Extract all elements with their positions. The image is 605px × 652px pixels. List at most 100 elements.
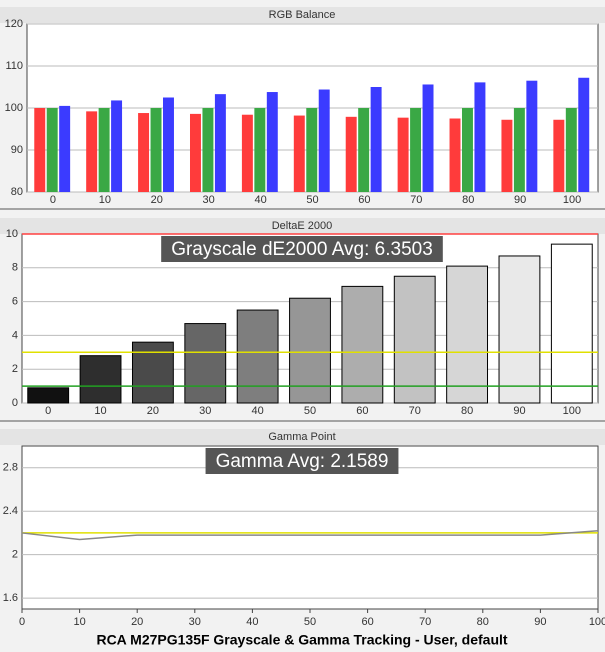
bar [189, 113, 201, 192]
bar [241, 114, 253, 192]
y-tick-label: 90 [11, 144, 23, 156]
x-tick-label: 20 [131, 616, 143, 628]
bar [513, 108, 525, 192]
x-tick-label: 60 [356, 405, 368, 417]
bar [565, 108, 577, 192]
bar [111, 100, 123, 192]
x-tick-label: 0 [19, 616, 25, 628]
bar [98, 108, 110, 192]
chart-title: Gamma Point [268, 431, 335, 443]
x-tick-label: 80 [461, 405, 473, 417]
y-tick-label: 2.8 [3, 462, 18, 474]
bar [131, 341, 174, 404]
x-tick-label: 80 [462, 194, 474, 206]
x-tick-label: 90 [514, 194, 526, 206]
bar [150, 108, 162, 192]
bar [446, 265, 489, 404]
bar [236, 309, 279, 404]
bar [461, 108, 473, 192]
bar [370, 87, 382, 192]
x-tick-label: 100 [563, 194, 581, 206]
x-tick-label: 90 [534, 616, 546, 628]
annotation-box [205, 448, 399, 474]
y-tick-label: 1.6 [3, 592, 18, 604]
bar [422, 84, 434, 192]
chart-title: RGB Balance [269, 9, 336, 21]
y-tick-label: 6 [12, 296, 18, 308]
x-tick-label: 10 [99, 194, 111, 206]
bar [293, 115, 305, 192]
annotation-box [161, 236, 443, 262]
y-tick-label: 80 [11, 186, 23, 198]
title-bar [0, 7, 605, 23]
x-tick-label: 0 [50, 194, 56, 206]
bar [397, 117, 409, 192]
y-tick-label: 2 [12, 363, 18, 375]
y-tick-label: 4 [12, 329, 18, 341]
bar [289, 297, 331, 404]
x-tick-label: 20 [147, 405, 159, 417]
y-tick-label: 120 [5, 18, 23, 30]
x-tick-label: 0 [45, 405, 51, 417]
x-tick-label: 70 [410, 194, 422, 206]
bar [138, 113, 150, 192]
y-tick-label: 2.4 [3, 505, 18, 517]
x-tick-label: 40 [246, 616, 258, 628]
x-tick-label: 60 [358, 194, 370, 206]
x-tick-label: 30 [199, 405, 211, 417]
x-tick-label: 50 [306, 194, 318, 206]
bar [184, 323, 227, 404]
bar [163, 97, 174, 192]
bar [27, 387, 70, 404]
y-tick-label: 8 [12, 262, 18, 274]
y-tick-label: 0 [12, 397, 18, 409]
bar [306, 108, 318, 192]
bar [86, 111, 98, 192]
bar [410, 108, 422, 192]
y-tick-label: 110 [5, 60, 23, 72]
y-tick-label: 10 [6, 228, 18, 240]
bar [393, 275, 436, 404]
x-tick-label: 30 [203, 194, 215, 206]
y-tick-label: 2 [12, 549, 18, 561]
x-tick-label: 80 [477, 616, 489, 628]
bar [501, 119, 513, 192]
data-line [21, 530, 599, 541]
bar [34, 108, 46, 192]
x-tick-label: 70 [409, 405, 421, 417]
bar [202, 108, 214, 192]
x-tick-label: 100 [563, 405, 581, 417]
bar [474, 82, 486, 192]
x-tick-label: 20 [151, 194, 163, 206]
bar [59, 105, 71, 192]
x-tick-label: 10 [94, 405, 106, 417]
bar [254, 108, 266, 192]
bar [214, 94, 226, 192]
bar [553, 119, 565, 192]
bar [318, 89, 330, 192]
annotation: Grayscale dE2000 Avg: 6.3503 [171, 239, 433, 260]
caption: RCA M27PG135F Grayscale & Gamma Tracking… [96, 632, 507, 648]
bar [449, 118, 461, 192]
x-tick-label: 60 [361, 616, 373, 628]
bar [345, 116, 357, 192]
x-tick-label: 100 [589, 616, 605, 628]
chart-title: DeltaE 2000 [272, 220, 333, 232]
title-bar [0, 429, 605, 445]
bar [578, 77, 590, 192]
y-tick-label: 100 [5, 102, 23, 114]
annotation: Gamma Avg: 2.1589 [216, 451, 389, 472]
bar [358, 108, 370, 192]
x-tick-label: 50 [304, 616, 316, 628]
x-tick-label: 90 [513, 405, 525, 417]
x-tick-label: 30 [189, 616, 201, 628]
x-tick-label: 70 [419, 616, 431, 628]
title-bar [0, 218, 605, 234]
bar [46, 108, 58, 192]
x-tick-label: 40 [252, 405, 264, 417]
bar [550, 243, 593, 404]
bar [526, 80, 538, 192]
x-tick-label: 50 [304, 405, 316, 417]
